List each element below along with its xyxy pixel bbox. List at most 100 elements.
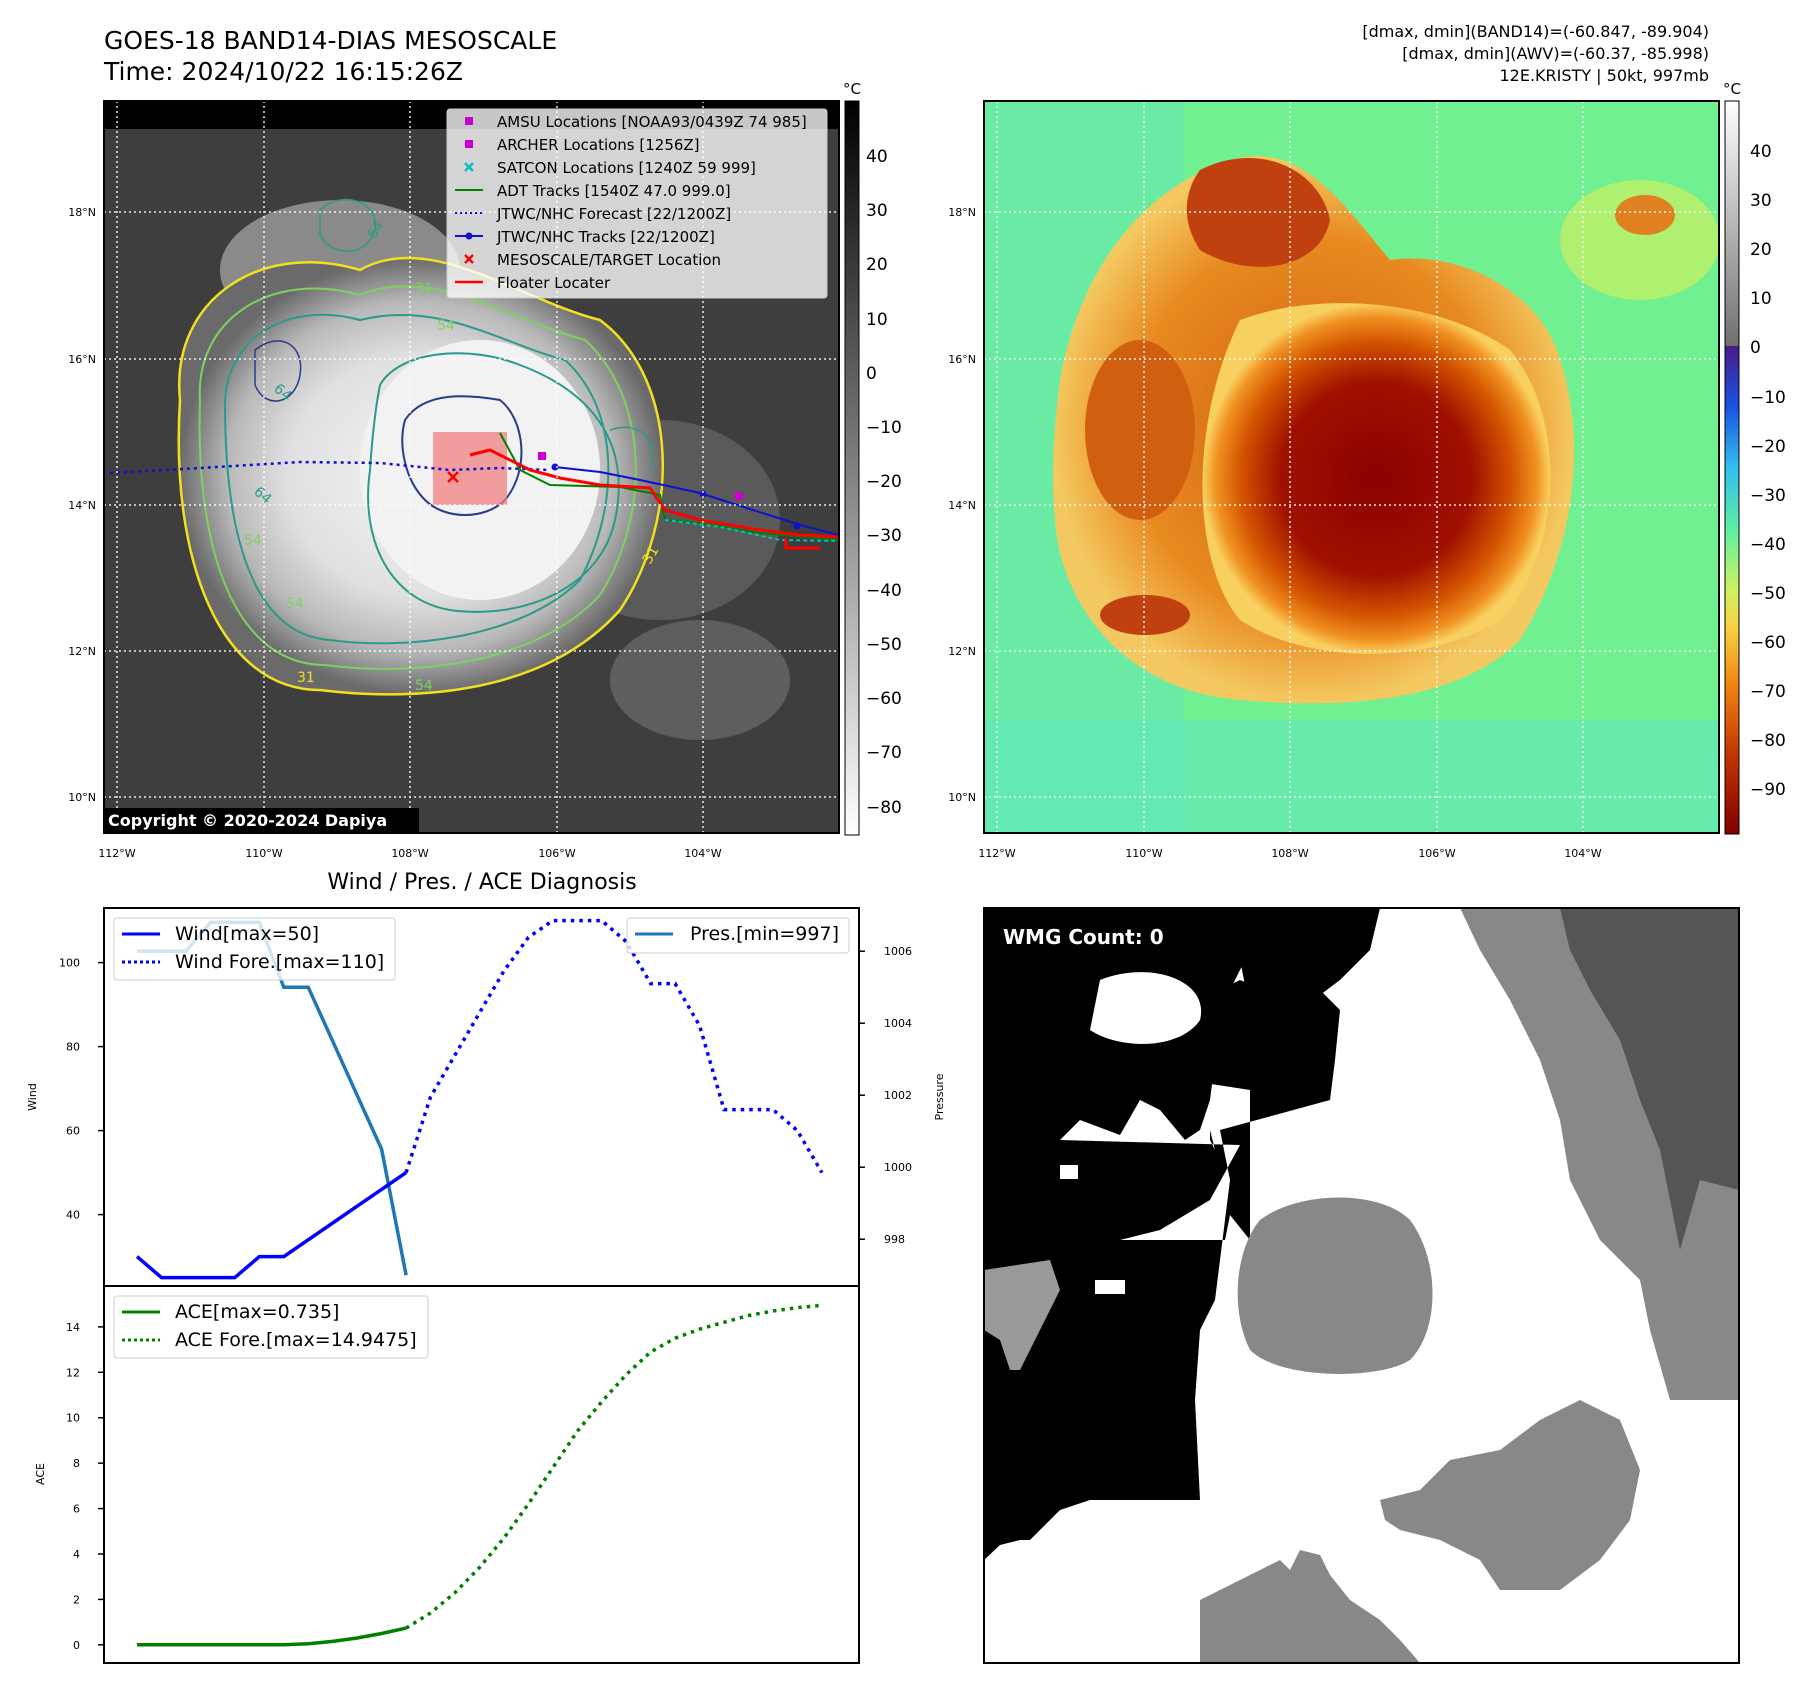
svg-text:0: 0 xyxy=(866,364,877,384)
svg-text:−40: −40 xyxy=(866,581,902,601)
svg-text:106°W: 106°W xyxy=(1418,847,1455,860)
legend-wind-forecast: Wind Fore.[max=110] xyxy=(175,951,384,973)
svg-text:18°N: 18°N xyxy=(948,206,976,219)
ir-colorbar-ticks: 40 30 20 10 0 −10 −20 −30 −40 −50 −60 −7… xyxy=(866,147,902,818)
svg-text:31: 31 xyxy=(297,670,315,686)
svg-text:20: 20 xyxy=(866,255,888,275)
legend-label-tracks: JTWC/NHC Tracks [22/1200Z] xyxy=(496,228,715,246)
svg-text:110°W: 110°W xyxy=(1125,847,1162,860)
svg-text:−70: −70 xyxy=(1750,682,1786,702)
svg-text:40: 40 xyxy=(866,147,888,167)
awv-lat-axis: 18°N 16°N 14°N 12°N 10°N xyxy=(948,206,976,804)
legend-marker-amsu xyxy=(465,117,473,125)
legend-pressure: Pres.[min=997] xyxy=(690,923,839,945)
svg-text:16°N: 16°N xyxy=(68,353,96,366)
svg-text:40: 40 xyxy=(1750,142,1772,162)
awv-image xyxy=(984,101,1719,833)
legend-wind: Wind[max=50] xyxy=(175,923,319,945)
wind-tick-label: 100 xyxy=(59,957,80,970)
svg-text:54: 54 xyxy=(415,678,433,694)
wind-tick-label: 80 xyxy=(66,1041,80,1054)
wind-axis-label: Wind xyxy=(26,1083,39,1111)
meta-storm: 12E.KRISTY | 50kt, 997mb xyxy=(1499,66,1710,85)
wmg-count-label: WMG Count: 0 xyxy=(1003,925,1164,949)
svg-text:−30: −30 xyxy=(1750,486,1786,506)
ace-tick-label: 0 xyxy=(73,1639,80,1652)
ir-panel-frame xyxy=(103,100,840,834)
wmg-panel-frame xyxy=(983,907,1740,1664)
svg-text:112°W: 112°W xyxy=(98,847,135,860)
ir-colorbar xyxy=(844,100,860,836)
svg-text:30: 30 xyxy=(866,201,888,221)
chart-title-line1: GOES-18 BAND14-DIAS MESOSCALE xyxy=(104,26,558,55)
svg-text:12°N: 12°N xyxy=(68,645,96,658)
awv-colorbar xyxy=(1724,100,1740,835)
awv-colorbar-ticks: 40 30 20 10 0 −10 −20 −30 −40 −50 −60 −7… xyxy=(1750,142,1786,800)
svg-text:16°N: 16°N xyxy=(948,353,976,366)
svg-text:14°N: 14°N xyxy=(68,499,96,512)
copyright-label: Copyright © 2020-2024 Dapiya xyxy=(108,811,387,830)
svg-text:108°W: 108°W xyxy=(1271,847,1308,860)
svg-text:54: 54 xyxy=(437,318,455,334)
awv-panel-frame xyxy=(983,100,1720,834)
svg-text:110°W: 110°W xyxy=(245,847,282,860)
ir-lon-axis: 112°W 110°W 108°W 106°W 104°W xyxy=(98,847,721,860)
svg-text:112°W: 112°W xyxy=(978,847,1015,860)
ace-series-line xyxy=(137,1626,407,1647)
svg-text:31: 31 xyxy=(640,544,663,567)
svg-text:−40: −40 xyxy=(1750,535,1786,555)
svg-text:31: 31 xyxy=(415,281,433,297)
svg-text:−80: −80 xyxy=(1750,731,1786,751)
svg-text:20: 20 xyxy=(1750,240,1772,260)
svg-text:14°N: 14°N xyxy=(948,499,976,512)
pressure-tick-label: 1004 xyxy=(884,1017,912,1030)
awv-colorbar-unit: °C xyxy=(1723,80,1741,98)
svg-text:104°W: 104°W xyxy=(1564,847,1601,860)
svg-text:−50: −50 xyxy=(1750,584,1786,604)
svg-text:10: 10 xyxy=(866,310,888,330)
svg-text:−20: −20 xyxy=(1750,437,1786,457)
ace-tick-label: 12 xyxy=(66,1366,80,1379)
legend-label-archer: ARCHER Locations [1256Z] xyxy=(497,136,700,154)
svg-text:0: 0 xyxy=(1750,338,1761,358)
legend-label-floater: Floater Locater xyxy=(497,274,611,292)
legend-marker-archer xyxy=(465,140,473,148)
chart-title-line2: Time: 2024/10/22 16:15:26Z xyxy=(104,57,463,86)
ir-lat-axis: 18°N 16°N 14°N 12°N 10°N xyxy=(68,206,96,804)
ace-legend: ACE[max=0.735] ACE Fore.[max=14.9475] xyxy=(113,1295,429,1359)
legend-ace: ACE[max=0.735] xyxy=(175,1301,339,1323)
svg-text:−20: −20 xyxy=(866,472,902,492)
ace-tick-label: 8 xyxy=(73,1457,80,1470)
diagnosis-title: Wind / Pres. / ACE Diagnosis xyxy=(327,870,636,895)
ace-tick-label: 14 xyxy=(66,1321,80,1334)
svg-text:106°W: 106°W xyxy=(538,847,575,860)
ace-tick-label: 10 xyxy=(66,1412,80,1425)
legend-marker-target xyxy=(464,254,474,264)
pressure-axis-label: Pressure xyxy=(933,1073,946,1120)
svg-text:108°W: 108°W xyxy=(391,847,428,860)
svg-text:10: 10 xyxy=(1750,289,1772,309)
legend-label-adt: ADT Tracks [1540Z 47.0 999.0] xyxy=(497,182,731,200)
wind-legend: Wind[max=50] Wind Fore.[max=110] xyxy=(113,917,396,981)
pressure-tick-label: 1006 xyxy=(884,945,912,958)
wind-series-line xyxy=(135,1171,408,1280)
wind-tick-label: 40 xyxy=(66,1209,80,1222)
pressure-tick-label: 1002 xyxy=(884,1089,912,1102)
pressure-tick-label: 998 xyxy=(884,1233,905,1246)
legend-marker-satcon xyxy=(464,162,474,172)
legend-ace-forecast: ACE Fore.[max=14.9475] xyxy=(175,1329,417,1351)
svg-text:−60: −60 xyxy=(1750,633,1786,653)
ace-tick-label: 4 xyxy=(73,1548,80,1561)
ir-colorbar-unit: °C xyxy=(843,80,861,98)
svg-text:54: 54 xyxy=(244,533,262,549)
svg-text:10°N: 10°N xyxy=(948,791,976,804)
ace-axis-label: ACE xyxy=(34,1463,47,1485)
svg-text:54: 54 xyxy=(286,596,304,612)
svg-text:−10: −10 xyxy=(1750,388,1786,408)
ir-legend: AMSU Locations [NOAA93/0439Z 74 985] ARC… xyxy=(446,108,828,299)
pressure-legend: Pres.[min=997] xyxy=(626,917,850,954)
svg-text:104°W: 104°W xyxy=(684,847,721,860)
wmg-image xyxy=(984,908,1739,1663)
pressure-tick-label: 1000 xyxy=(884,1161,912,1174)
